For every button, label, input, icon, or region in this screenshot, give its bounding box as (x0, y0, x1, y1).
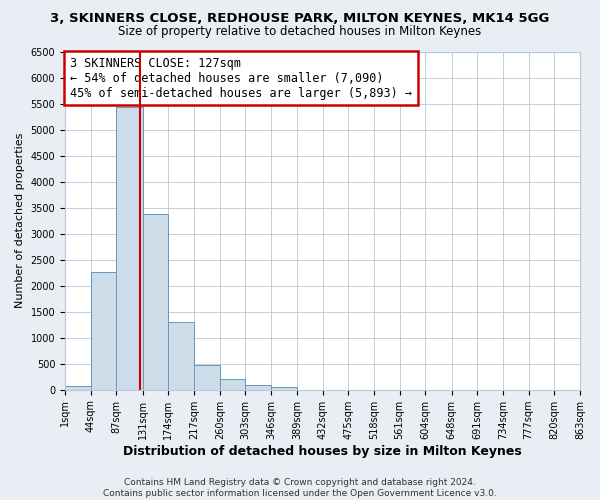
Bar (271, 388, 297, 390)
X-axis label: Distribution of detached houses by size in Milton Keynes: Distribution of detached houses by size … (123, 444, 522, 458)
Text: Size of property relative to detached houses in Milton Keynes: Size of property relative to detached ho… (118, 25, 482, 38)
Y-axis label: Number of detached properties: Number of detached properties (15, 133, 25, 308)
Bar (245, 385, 271, 390)
Text: 3 SKINNERS CLOSE: 127sqm
← 54% of detached houses are smaller (7,090)
45% of sem: 3 SKINNERS CLOSE: 127sqm ← 54% of detach… (70, 56, 412, 100)
Text: Contains HM Land Registry data © Crown copyright and database right 2024.
Contai: Contains HM Land Registry data © Crown c… (103, 478, 497, 498)
Bar (143, 214, 169, 390)
Bar (116, 107, 143, 390)
Bar (169, 322, 194, 390)
Text: 3, SKINNERS CLOSE, REDHOUSE PARK, MILTON KEYNES, MK14 5GG: 3, SKINNERS CLOSE, REDHOUSE PARK, MILTON… (50, 12, 550, 26)
Bar (65, 386, 91, 390)
Bar (91, 272, 116, 390)
Bar (220, 380, 245, 390)
Bar (194, 364, 220, 390)
